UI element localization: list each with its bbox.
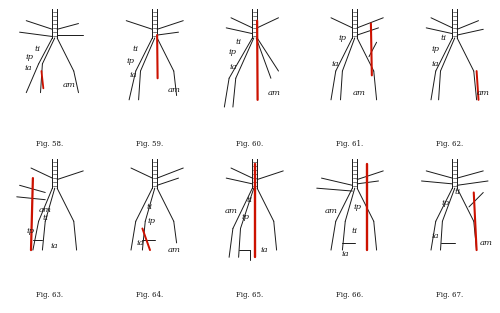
Text: ia: ia bbox=[342, 250, 349, 259]
Text: ti: ti bbox=[34, 45, 40, 54]
Text: ti: ti bbox=[440, 34, 446, 42]
Text: Fig. 59.: Fig. 59. bbox=[136, 141, 164, 148]
Text: am: am bbox=[224, 207, 237, 215]
Text: ia: ia bbox=[24, 64, 32, 72]
Text: am: am bbox=[62, 81, 76, 90]
Text: am: am bbox=[353, 89, 366, 97]
Text: Fig. 65.: Fig. 65. bbox=[236, 291, 264, 299]
Text: ip: ip bbox=[338, 34, 346, 42]
Text: ti: ti bbox=[247, 196, 253, 204]
Text: Fig. 63.: Fig. 63. bbox=[36, 291, 64, 299]
Text: ip: ip bbox=[25, 53, 33, 61]
Text: ip: ip bbox=[148, 217, 156, 225]
Text: am: am bbox=[477, 89, 490, 97]
Text: Fig. 62.: Fig. 62. bbox=[436, 141, 464, 148]
Text: ti: ti bbox=[352, 227, 358, 235]
Text: ia: ia bbox=[51, 242, 59, 250]
Text: am: am bbox=[39, 206, 52, 214]
Text: Fig. 67.: Fig. 67. bbox=[436, 291, 464, 299]
Text: ti: ti bbox=[147, 203, 153, 211]
Text: Fig. 61.: Fig. 61. bbox=[336, 141, 363, 148]
Text: ia: ia bbox=[260, 246, 268, 254]
Text: ti: ti bbox=[236, 38, 242, 46]
Text: ti: ti bbox=[42, 214, 48, 223]
Text: ip: ip bbox=[241, 213, 249, 221]
Text: ip: ip bbox=[432, 45, 440, 54]
Text: am: am bbox=[480, 239, 492, 247]
Text: ia: ia bbox=[332, 60, 340, 68]
Text: am: am bbox=[167, 86, 180, 94]
Text: ip: ip bbox=[442, 198, 449, 207]
Text: Fig. 60.: Fig. 60. bbox=[236, 141, 264, 148]
Text: am: am bbox=[267, 89, 280, 97]
Text: ip: ip bbox=[27, 227, 35, 235]
Text: Fig. 64.: Fig. 64. bbox=[136, 291, 164, 299]
Text: ia: ia bbox=[136, 239, 144, 247]
Text: Fig. 58.: Fig. 58. bbox=[36, 141, 64, 148]
Text: ia: ia bbox=[432, 232, 440, 240]
Text: ip: ip bbox=[127, 57, 135, 65]
Text: am: am bbox=[167, 246, 180, 254]
Text: ia: ia bbox=[229, 63, 236, 71]
Text: Fig. 66.: Fig. 66. bbox=[336, 291, 363, 299]
Text: ti: ti bbox=[133, 45, 139, 54]
Text: ip: ip bbox=[354, 203, 362, 211]
Text: ip: ip bbox=[229, 48, 237, 56]
Text: ti: ti bbox=[454, 188, 460, 197]
Text: ia: ia bbox=[129, 71, 136, 80]
Text: am: am bbox=[324, 207, 338, 215]
Text: ia: ia bbox=[432, 60, 440, 68]
